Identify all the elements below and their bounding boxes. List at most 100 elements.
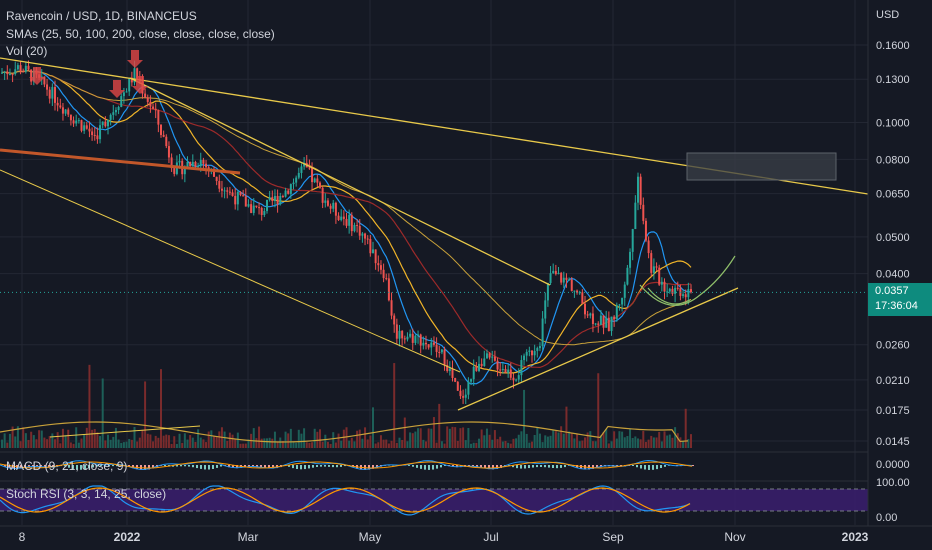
macd-histogram-bar [316,465,318,468]
macd-histogram-bar [328,465,330,467]
macd-histogram-bar [68,465,70,468]
candle-body [223,190,226,192]
candle-body [671,288,674,294]
volume-bar [234,439,237,448]
candle-body [297,172,300,178]
macd-histogram-bar [340,465,342,467]
candle-body [565,277,568,280]
volume-legend[interactable]: Vol (20) [6,44,48,58]
volume-bar [279,437,282,448]
volume-bar [75,427,78,448]
volume-bar [88,364,91,448]
volume-bar [16,426,19,448]
candle-body [340,216,343,221]
macd-histogram-bar [264,465,266,469]
volume-bar [77,442,80,448]
candle-body [552,270,555,274]
descending-trendline [129,77,551,286]
volume-bar [48,436,51,448]
volume-bar [194,441,197,448]
candle-body [215,176,218,182]
candle-body [54,87,56,103]
candle-body [173,168,176,174]
candle-body [183,167,186,175]
macd-histogram-bar [248,465,250,468]
volume-bar [451,426,454,448]
volume-bar [223,431,226,448]
symbol-legend[interactable]: Ravencoin / USD, 1D, BINANCEUS [6,9,197,23]
macd-histogram-bar [444,465,446,467]
time-tick-label: Mar [238,530,259,544]
candle-body [369,238,372,254]
volume-bar [313,428,316,448]
candle-body [634,202,637,230]
candle-body [690,289,692,292]
candle-body [512,377,515,381]
volume-bar [483,435,486,448]
volume-bar [425,441,427,448]
candle-body [406,336,409,340]
volume-bar [46,439,49,448]
volume-bar [541,442,544,448]
volume-bar [22,427,25,448]
price-axis[interactable]: USD 0.1600 0.1300 0.1000 0.0800 0.0650 0.0500 0… [876,9,910,524]
candle-body [284,190,287,197]
candle-body [77,120,80,122]
volume-bar [613,431,616,448]
macd-histogram-bar [200,465,202,469]
candle-body [562,277,565,283]
macd-histogram-bar [556,465,558,469]
volume-bar [546,436,549,448]
candle-body [488,353,491,358]
candle-body [618,304,621,306]
volume-bar [629,428,632,448]
volume-bar [300,433,303,448]
macd-histogram-bar [176,465,178,467]
volume-bar [464,440,467,448]
candle-body [631,229,634,252]
volume-bar [430,428,433,448]
volume-bar [366,439,369,448]
volume-bar [687,439,690,448]
candle-body [637,176,639,203]
candle-body [456,381,459,391]
candle-body [321,187,324,203]
volume-bar [258,426,261,448]
volume-bar [19,441,22,448]
candle-body [682,294,685,296]
volume-bar [552,429,555,448]
candle-body [584,303,586,315]
candle-body [419,334,422,346]
macd-legend[interactable]: MACD (9, 21, close, 9) [6,459,128,473]
candle-body [414,335,417,343]
volume-bar [59,443,62,448]
candle-body [202,159,205,164]
macd-histogram-bar [148,465,150,470]
macd-histogram-bar [12,465,14,469]
volume-bar [32,435,35,448]
macd-histogram-bar [4,465,6,467]
volume-bar [385,439,388,448]
candle-body [14,69,17,75]
volume-bar [112,436,115,448]
volume-bar [631,438,634,448]
candle-body [356,224,359,226]
volume-ma-line [0,421,689,443]
volume-bar [99,436,102,448]
sma-legend[interactable]: SMAs (25, 50, 100, 200, close, close, cl… [6,27,275,41]
macd-histogram-bar [232,465,234,468]
volume-bar [589,431,592,448]
candle-body [67,109,70,115]
candle-body [263,211,266,215]
macd-histogram-bar [324,465,326,467]
volume-bar [281,440,284,448]
stoch-rsi-legend[interactable]: Stoch RSI (3, 3, 14, 25, close) [6,487,167,501]
macd-histogram-bar [92,465,94,468]
candle-body [22,71,25,73]
candle-body [170,157,173,169]
macd-histogram-bar [40,465,42,468]
price-tick-label: 0.0800 [876,154,910,166]
volume-bar [197,429,200,448]
